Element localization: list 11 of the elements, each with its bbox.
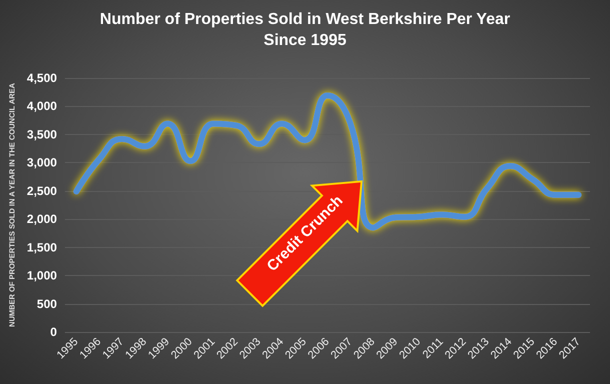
y-tick-label: 1,000 xyxy=(26,268,58,283)
y-tick-label: 4,500 xyxy=(26,71,58,85)
y-tick-label: 2,500 xyxy=(26,184,58,198)
y-tick-label: 3,500 xyxy=(26,127,58,142)
chart-title: Number of Properties Sold in West Berkshire Per Year Since 1995 xyxy=(100,11,510,49)
y-tick-label: 3,000 xyxy=(26,156,58,170)
y-tick-label: 1,500 xyxy=(26,240,58,254)
y-tick-label: 4,000 xyxy=(26,99,58,114)
y-tick-label: 2,000 xyxy=(26,212,58,226)
y-tick-label: 0 xyxy=(50,325,58,339)
y-tick-label: 500 xyxy=(36,296,58,311)
